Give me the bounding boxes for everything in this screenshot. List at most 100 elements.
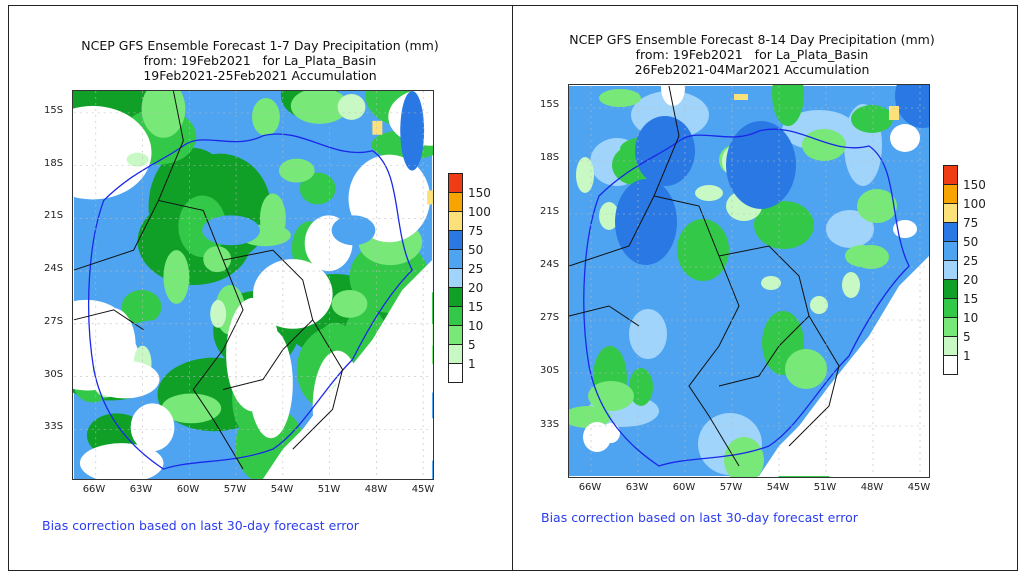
precip-area bbox=[202, 215, 260, 246]
color-legend bbox=[448, 173, 463, 383]
longitude-label: 57W bbox=[719, 482, 743, 493]
longitude-label: 48W bbox=[860, 482, 884, 493]
precip-area bbox=[754, 201, 814, 249]
precip-area bbox=[615, 179, 677, 265]
precip-area bbox=[826, 210, 874, 248]
precip-area bbox=[278, 158, 315, 183]
legend-label: 50 bbox=[468, 243, 484, 257]
precip-area bbox=[857, 189, 897, 223]
latitude-label: 18S bbox=[540, 152, 560, 164]
precip-area bbox=[842, 272, 860, 298]
map-title: NCEP GFS Ensemble Forecast 8-14 Day Prec… bbox=[512, 32, 992, 77]
legend-label: 100 bbox=[468, 205, 491, 219]
precip-area bbox=[161, 393, 222, 424]
legend-swatch bbox=[943, 317, 958, 337]
legend-swatch bbox=[943, 355, 958, 375]
precipitation-map bbox=[568, 84, 930, 478]
legend-swatch bbox=[448, 192, 463, 212]
legend-swatch bbox=[943, 298, 958, 318]
precip-area bbox=[252, 97, 280, 136]
precip-area bbox=[695, 185, 723, 201]
longitude-label: 63W bbox=[625, 482, 649, 493]
longitude-label: 66W bbox=[82, 484, 106, 495]
precip-area bbox=[599, 89, 641, 107]
longitude-label: 54W bbox=[766, 482, 790, 493]
precipitation-map bbox=[72, 90, 434, 480]
bias-correction-note: Bias correction based on last 30-day for… bbox=[42, 518, 359, 533]
precip-area bbox=[73, 105, 152, 200]
precip-area bbox=[331, 289, 368, 318]
title-line: from: 19Feb2021 for La_Plata_Basin bbox=[143, 53, 377, 68]
precip-area bbox=[290, 91, 349, 124]
precip-area bbox=[802, 129, 846, 161]
title-line: 26Feb2021-04Mar2021 Accumulation bbox=[634, 62, 870, 77]
legend-swatch bbox=[448, 325, 463, 345]
precip-area bbox=[203, 246, 232, 273]
precip-area bbox=[337, 93, 366, 120]
legend-swatch bbox=[943, 336, 958, 356]
precip-area bbox=[210, 299, 227, 328]
latitude-label: 33S bbox=[44, 421, 64, 433]
precip-area bbox=[89, 307, 136, 382]
precip-area bbox=[602, 423, 620, 443]
title-line: from: 19Feb2021 for La_Plata_Basin bbox=[635, 47, 869, 62]
legend-swatch bbox=[448, 268, 463, 288]
precip-area bbox=[253, 259, 333, 329]
precip-area bbox=[130, 403, 175, 452]
precip-area bbox=[226, 297, 280, 412]
legend-swatch bbox=[943, 184, 958, 204]
color-legend bbox=[943, 165, 958, 375]
longitude-label: 63W bbox=[129, 484, 153, 495]
legend-label: 75 bbox=[963, 216, 979, 230]
legend-label: 5 bbox=[468, 338, 476, 352]
legend-swatch bbox=[943, 260, 958, 280]
legend-swatch bbox=[448, 287, 463, 307]
longitude-label: 45W bbox=[411, 484, 435, 495]
precip-area bbox=[141, 91, 186, 138]
latitude-label: 21S bbox=[44, 210, 64, 222]
latitude-label: 15S bbox=[540, 99, 560, 110]
precip-area bbox=[576, 157, 594, 193]
latitude-label: 27S bbox=[44, 315, 64, 327]
precip-area bbox=[677, 219, 729, 281]
bias-correction-note: Bias correction based on last 30-day for… bbox=[541, 510, 858, 525]
legend-label: 25 bbox=[963, 254, 979, 268]
basin-boundary bbox=[87, 133, 413, 470]
precip-area bbox=[588, 381, 634, 411]
title-line: NCEP GFS Ensemble Forecast 1-7 Day Preci… bbox=[81, 38, 439, 53]
precip-area bbox=[853, 245, 889, 269]
legend-label: 15 bbox=[963, 292, 979, 306]
legend-swatch bbox=[943, 279, 958, 299]
legend-swatch bbox=[448, 363, 463, 383]
legend-label: 20 bbox=[468, 281, 484, 295]
precip-area bbox=[629, 309, 667, 359]
precip-area bbox=[126, 152, 149, 167]
longitude-label: 66W bbox=[578, 482, 602, 493]
precip-area bbox=[79, 443, 164, 479]
latitude-label: 15S bbox=[44, 105, 64, 116]
legend-swatch bbox=[448, 344, 463, 364]
latitude-label: 33S bbox=[540, 418, 560, 430]
legend-swatch bbox=[448, 173, 463, 193]
latitude-label: 30S bbox=[44, 368, 64, 380]
latitude-label: 30S bbox=[540, 365, 560, 377]
longitude-label: 60W bbox=[176, 484, 200, 495]
longitude-label: 51W bbox=[317, 484, 341, 495]
legend-label: 75 bbox=[468, 224, 484, 238]
legend-swatch bbox=[943, 241, 958, 261]
latitude-label: 27S bbox=[540, 312, 560, 324]
legend-label: 1 bbox=[963, 349, 971, 363]
precip-area bbox=[724, 437, 764, 477]
precip-area bbox=[726, 121, 796, 209]
legend-label: 50 bbox=[963, 235, 979, 249]
legend-label: 25 bbox=[468, 262, 484, 276]
latitude-label: 21S bbox=[540, 205, 560, 217]
legend-label: 150 bbox=[963, 178, 986, 192]
precip-area bbox=[299, 172, 336, 205]
map-title: NCEP GFS Ensemble Forecast 1-7 Day Preci… bbox=[20, 38, 500, 83]
precip-area bbox=[629, 368, 653, 406]
legend-label: 15 bbox=[468, 300, 484, 314]
legend-swatch bbox=[448, 249, 463, 269]
precip-area bbox=[121, 289, 162, 324]
longitude-label: 60W bbox=[672, 482, 696, 493]
